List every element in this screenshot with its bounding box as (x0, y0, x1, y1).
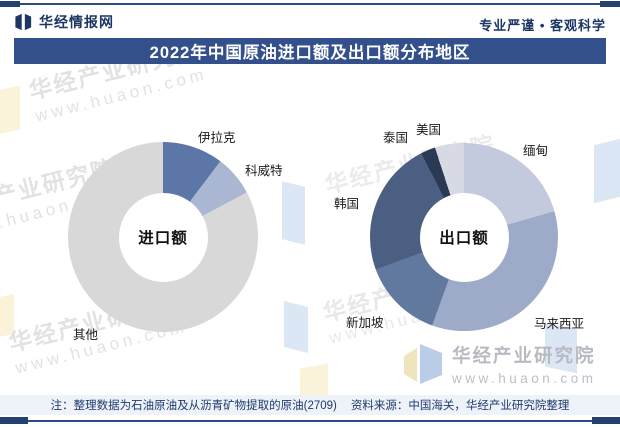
label-others: 其他 (73, 328, 99, 342)
watermark-corner-url: www.huaon.com (452, 371, 597, 386)
watermark-url-text: www.huaon.com (33, 64, 210, 126)
brand-logo-icon (14, 13, 33, 31)
top-rule (0, 3, 620, 5)
export-donut-hole: 出口额 (419, 192, 509, 282)
label-korea: 韩国 (334, 197, 360, 211)
footer-note-bar: 注：整理数据为石油原油及从沥青矿物提取的原油(2709) 资料来源：中国海关，华… (0, 395, 620, 415)
footer-source: 资料来源：中国海关，华经产业研究院整理 (350, 400, 570, 412)
top-rule-cap-left (0, 1, 20, 7)
import-donut-center-label: 进口额 (138, 230, 188, 247)
label-thailand: 泰国 (383, 131, 409, 145)
decor-shape (284, 301, 308, 353)
footer-note: 注：整理数据为石油原油及从沥青矿物提取的原油(2709) (50, 400, 337, 412)
label-myanmar: 缅甸 (523, 144, 549, 158)
brand-lockup: 华经情报网 (14, 12, 114, 32)
export-donut-chart: 出口额 (370, 143, 558, 331)
label-iraq: 伊拉克 (198, 131, 236, 145)
import-donut-hole: 进口额 (118, 192, 208, 282)
label-kuwait: 科威特 (245, 164, 283, 178)
decor-shape (0, 293, 14, 339)
watermark-corner-brand: 华经产业研究院 (452, 345, 596, 366)
title-bar: 2022年中国原油进口额及出口额分布地区 (14, 38, 606, 64)
watermark-logo-icon (402, 342, 444, 391)
label-usa: 美国 (416, 123, 442, 137)
header: 华经情报网 专业严谨 • 客观科学 (0, 8, 620, 36)
top-rule-cap-right (600, 1, 620, 7)
bottom-rule (0, 420, 620, 422)
bottom-rule-cap-right (592, 417, 620, 424)
label-malaysia: 马来西亚 (534, 317, 585, 331)
decor-shape (282, 181, 305, 245)
export-donut-center-label: 出口额 (439, 230, 489, 247)
import-donut-chart: 进口额 (68, 142, 258, 332)
decor-shape (0, 85, 20, 135)
header-tagline: 专业严谨 • 客观科学 (479, 18, 606, 33)
label-singapore: 新加坡 (346, 316, 384, 330)
bottom-rule-cap-left (0, 417, 28, 424)
page-title: 2022年中国原油进口额及出口额分布地区 (149, 44, 471, 62)
brand-name: 华经情报网 (39, 14, 114, 30)
watermark-corner: 华经产业研究院 www.huaon.com (402, 342, 597, 391)
decor-shape (594, 138, 620, 204)
